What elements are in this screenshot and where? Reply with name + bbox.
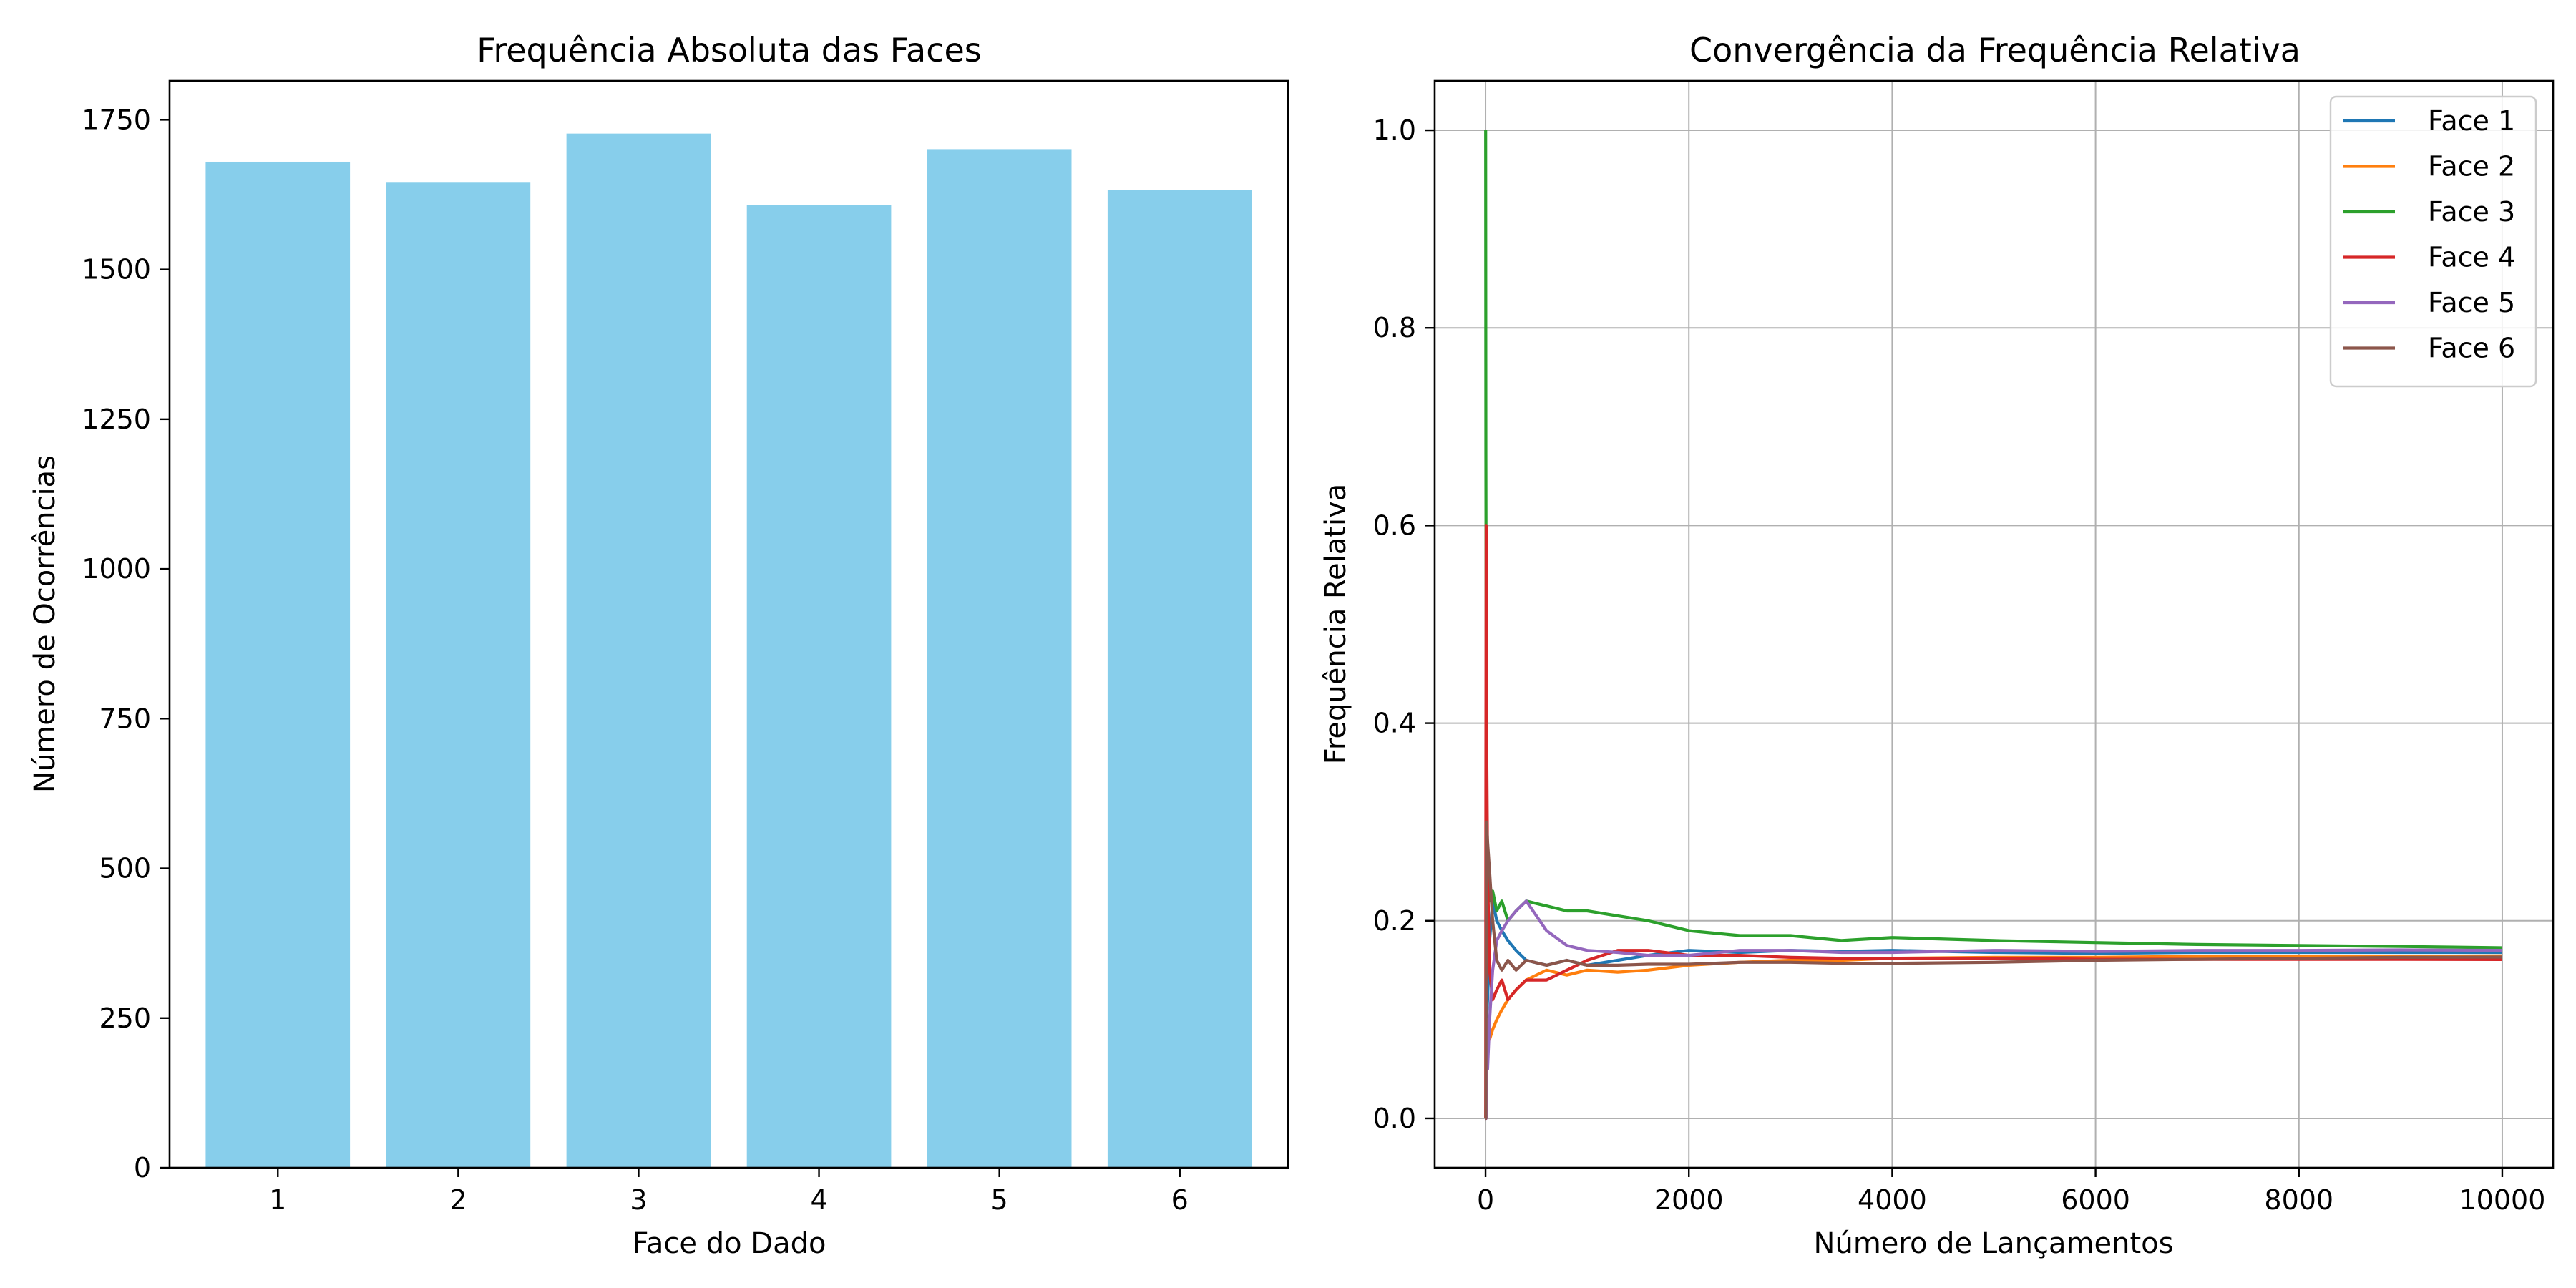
line-x-tick-label: 6000	[2061, 1184, 2130, 1216]
line-x-tick-label: 0	[1477, 1184, 1494, 1216]
line-x-axis-label: Número de Lançamentos	[1814, 1227, 2174, 1260]
line-x-tick-label: 4000	[1858, 1184, 1927, 1216]
line-x-tick-label: 10000	[2459, 1184, 2546, 1216]
line-x-tick-label: 2000	[1654, 1184, 1724, 1216]
bar-x-tick-label: 1	[269, 1184, 286, 1216]
legend-label-face-3: Face 3	[2428, 196, 2515, 228]
legend-label-face-4: Face 4	[2428, 242, 2515, 273]
series-line-face-5	[1484, 899, 2503, 1121]
bar-x-tick-label: 6	[1171, 1184, 1189, 1216]
bar-y-tick-label: 250	[99, 1002, 151, 1034]
bar-plot-frame	[168, 79, 1289, 1169]
bar-x-tick-label: 5	[991, 1184, 1008, 1216]
line-y-tick-label: 0.2	[1373, 905, 1416, 937]
bar-face-2	[386, 182, 531, 1168]
series-line-face-4	[1484, 524, 2503, 1119]
bar-y-tick-label: 0	[134, 1152, 151, 1184]
bar-x-tick-label: 4	[810, 1184, 827, 1216]
bar-y-axis-label: Número de Ocorrências	[29, 455, 62, 793]
bar-face-1	[205, 161, 351, 1168]
bar-x-tick-label: 3	[630, 1184, 647, 1216]
line-chart-title: Convergência da Frequência Relativa	[1689, 31, 2301, 69]
legend-label-face-5: Face 5	[2428, 287, 2515, 318]
line-chart: Convergência da Frequência Relativa 0 200…	[1319, 31, 2555, 1260]
bar-face-6	[1107, 190, 1252, 1168]
bar-y-tick-label: 1750	[82, 104, 151, 135]
bar-y-tick-label: 750	[99, 703, 151, 734]
bar-y-tick-label: 1250	[82, 404, 151, 435]
bar-face-4	[746, 205, 892, 1168]
line-y-tick-label: 0.8	[1373, 312, 1416, 343]
legend-label-face-6: Face 6	[2428, 333, 2515, 364]
line-x-tick-label: 8000	[2264, 1184, 2333, 1216]
bar-x-axis-label: Face do Dado	[633, 1227, 826, 1260]
bar-face-5	[927, 149, 1072, 1169]
line-y-tick-label: 0.0	[1373, 1103, 1416, 1134]
legend-label-face-2: Face 2	[2428, 151, 2515, 182]
bar-y-tick-label: 1000	[82, 553, 151, 585]
line-y-tick-label: 0.4	[1373, 708, 1416, 739]
line-plot-frame	[1433, 79, 2555, 1169]
line-y-tick-label: 1.0	[1373, 114, 1416, 146]
bar-face-3	[566, 133, 711, 1169]
bar-chart: Frequência Absoluta das Faces 1 2 3 4 5 6 0 25…	[29, 31, 1289, 1260]
legend-label-face-1: Face 1	[2428, 105, 2515, 137]
line-y-axis-label: Frequência Relativa	[1319, 484, 1352, 765]
legend: Face 1 Face 2 Face 3 Face 4 Face 5 Face 6	[2329, 95, 2537, 388]
line-y-tick-label: 0.6	[1373, 509, 1416, 541]
bar-y-tick-label: 500	[99, 853, 151, 884]
legend-frame	[2329, 95, 2537, 388]
bar-y-tick-label: 1500	[82, 254, 151, 286]
bar-x-tick-label: 2	[449, 1184, 467, 1216]
bar-chart-title: Frequência Absoluta das Faces	[477, 31, 982, 69]
series-line-face-6	[1484, 820, 2503, 1121]
